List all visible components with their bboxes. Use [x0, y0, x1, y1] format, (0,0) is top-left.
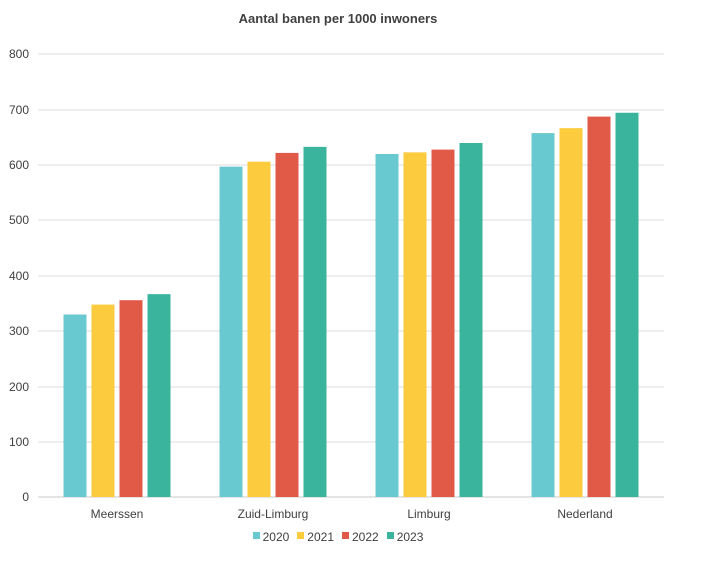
legend-item-2021: 2021	[297, 529, 334, 544]
bar-limburg-2023	[459, 143, 483, 497]
legend-item-2022: 2022	[342, 529, 379, 544]
chart-legend: 2020 2021 2022 2023	[0, 529, 676, 544]
bar-zuid-limburg-2022	[275, 152, 299, 497]
y-tick-label: 200	[9, 380, 29, 394]
x-tick-label: Limburg	[407, 507, 450, 521]
legend-label: 2022	[352, 529, 379, 544]
legend-label: 2020	[262, 529, 290, 544]
bar-limburg-2021	[403, 152, 427, 497]
legend-swatch	[386, 532, 394, 540]
legend-swatch	[252, 532, 260, 540]
x-tick-label: Nederland	[557, 507, 612, 521]
legend-label: 2023	[396, 529, 424, 544]
bar-zuid-limburg-2021	[247, 161, 271, 497]
legend-swatch	[297, 532, 305, 540]
bar-meerssen-2021	[91, 304, 115, 497]
y-tick-label: 600	[9, 158, 29, 172]
bar-meerssen-2020	[63, 314, 87, 497]
x-tick-label: Zuid-Limburg	[238, 507, 309, 521]
y-tick-label: 0	[22, 490, 29, 504]
bar-zuid-limburg-2020	[219, 166, 243, 497]
legend-item-2023: 2023	[386, 529, 424, 544]
y-tick-label: 700	[9, 103, 29, 117]
bar-nederland-2020	[531, 133, 555, 497]
y-tick-label: 300	[9, 324, 29, 338]
y-tick-label: 100	[9, 435, 29, 449]
bar-nederland-2023	[615, 112, 639, 497]
bar-zuid-limburg-2023	[303, 146, 327, 497]
chart-title: Aantal banen per 1000 inwoners	[238, 11, 438, 26]
legend-label: 2021	[307, 529, 334, 544]
legend-item-2020: 2020	[252, 529, 290, 544]
bar-nederland-2021	[559, 128, 583, 497]
legend-swatch	[342, 532, 349, 540]
bar-meerssen-2023	[147, 294, 171, 497]
x-tick-label: Meerssen	[91, 507, 144, 521]
y-tick-label: 500	[9, 213, 29, 227]
bar-limburg-2022	[431, 149, 455, 497]
bar-nederland-2022	[587, 116, 611, 497]
bar-meerssen-2022	[119, 300, 143, 497]
bar-limburg-2020	[375, 154, 399, 497]
y-tick-label: 400	[9, 269, 29, 283]
y-tick-label: 800	[9, 47, 29, 61]
